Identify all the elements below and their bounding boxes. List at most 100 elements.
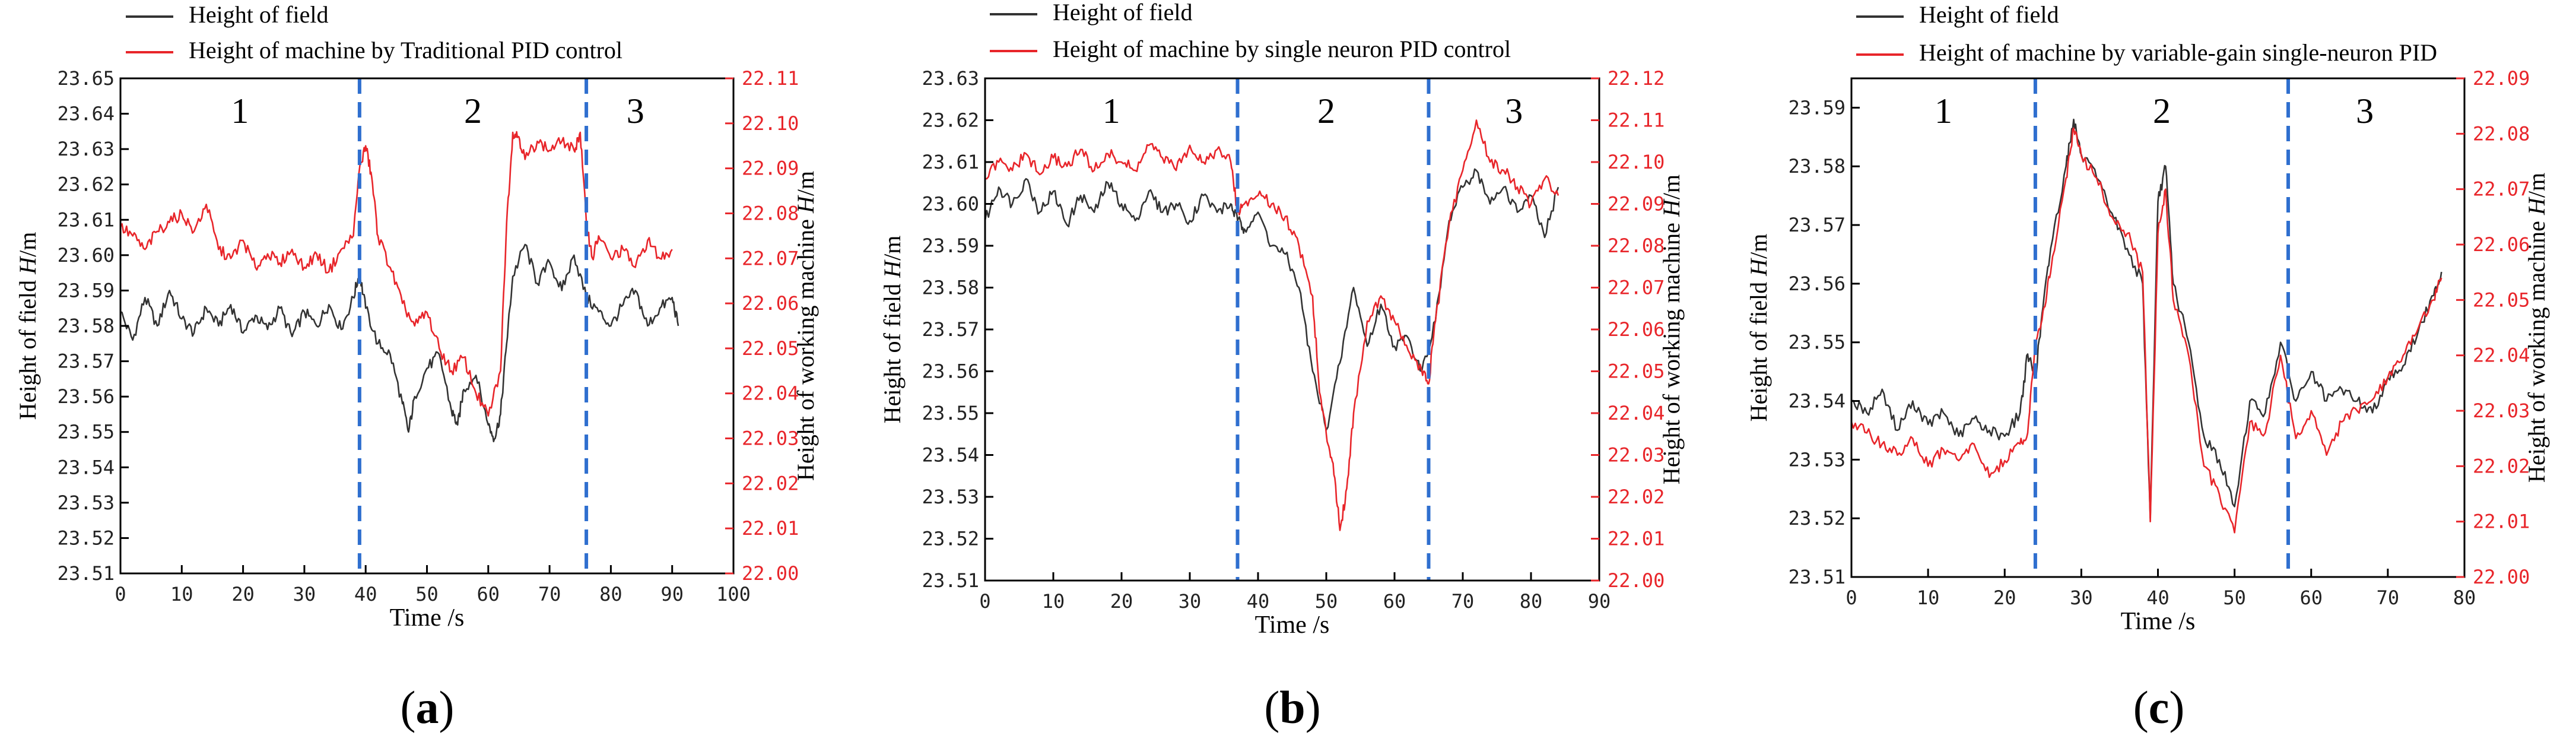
y-right-tick-label: 22.06: [1608, 318, 1665, 341]
y-right-tick-label: 22.02: [1608, 486, 1665, 508]
y-left-tick-label: 23.51: [58, 562, 115, 585]
legend-label-machine: Height of machine by variable-gain singl…: [1919, 39, 2437, 66]
y-right-tick-label: 22.09: [742, 157, 799, 180]
x-tick-label: 0: [115, 583, 126, 605]
y-left-axis-title: Height of field H/m: [14, 232, 41, 420]
y-left-axis-title-symbol: H: [14, 256, 41, 275]
y-right-tick-label: 22.11: [742, 67, 799, 90]
panel-caption-letter: c: [2149, 681, 2170, 733]
x-tick-label: 60: [1383, 590, 1406, 613]
x-tick-label: 100: [716, 583, 751, 605]
legend-label-field: Height of field: [1053, 0, 1193, 26]
y-left-tick-label: 23.52: [1789, 507, 1846, 529]
y-right-tick-label: 22.03: [1608, 444, 1665, 467]
x-tick-label: 70: [1451, 590, 1475, 613]
y-right-tick-label: 22.08: [742, 202, 799, 224]
y-left-tick-label: 23.55: [58, 421, 115, 443]
y-right-axis-title-text: Height of working machine: [792, 213, 819, 481]
y-right-axis-title-text: Height of working machine: [2523, 215, 2550, 483]
y-left-tick-label: 23.56: [1789, 272, 1846, 295]
y-right-axis-title-unit: /m: [792, 171, 819, 196]
y-right-tick-label: 22.00: [742, 562, 799, 585]
region-label-1: 1: [1103, 91, 1120, 131]
y-right-tick-label: 22.05: [2473, 288, 2530, 311]
x-tick-label: 0: [979, 590, 990, 613]
series-line-machine: [119, 131, 673, 417]
x-tick-label: 50: [415, 583, 439, 605]
y-left-tick-label: 23.61: [922, 151, 979, 173]
y-left-tick-label: 23.55: [1789, 331, 1846, 354]
y-left-tick-label: 23.53: [1789, 448, 1846, 471]
region-label-2: 2: [2153, 91, 2171, 131]
x-tick-label: 70: [2377, 586, 2400, 609]
y-right-axis-title-symbol: H: [2523, 196, 2550, 215]
y-right-tick-label: 22.10: [742, 112, 799, 135]
panel-caption: (b): [1264, 681, 1320, 733]
panel-caption-open: (: [401, 681, 416, 733]
x-tick-label: 50: [1315, 590, 1338, 613]
y-left-tick-label: 23.55: [922, 402, 979, 424]
region-label-3: 3: [627, 91, 644, 131]
y-left-tick-label: 23.59: [58, 279, 115, 302]
y-right-tick-label: 22.10: [1608, 151, 1665, 173]
y-right-tick-label: 22.01: [2473, 510, 2530, 533]
region-label-3: 3: [2356, 91, 2374, 131]
panel-caption-close: ): [2169, 681, 2184, 733]
y-right-tick-label: 22.05: [742, 337, 799, 360]
y-right-tick-label: 22.07: [742, 247, 799, 269]
panel-caption-close: ): [439, 681, 455, 733]
y-left-tick-label: 23.53: [58, 492, 115, 514]
y-right-axis-title-unit: /m: [2523, 173, 2550, 198]
region-label-3: 3: [1505, 91, 1523, 131]
y-right-axis-title-unit: /m: [1658, 175, 1685, 199]
y-right-tick-label: 22.03: [742, 427, 799, 450]
y-left-axis-title-unit: /m: [1745, 234, 1772, 259]
panel-caption-open: (: [1264, 681, 1279, 733]
x-tick-label: 40: [1247, 590, 1270, 613]
y-left-axis-title-text: Height of field: [1745, 276, 1772, 422]
chart-panel-1: 1 2 30 10 20 30 40 50 60 70 80 90 10023.5123.5223.53…: [14, 1, 819, 733]
y-left-tick-label: 23.52: [58, 527, 115, 549]
y-right-axis-title-symbol: H: [792, 195, 819, 214]
y-right-tick-label: 22.01: [742, 517, 799, 540]
y-left-tick-label: 23.58: [922, 277, 979, 299]
x-tick-label: 60: [477, 583, 500, 605]
y-left-tick-label: 23.65: [58, 67, 115, 90]
y-left-tick-label: 23.57: [58, 350, 115, 373]
x-tick-label: 20: [1993, 586, 2016, 609]
y-left-axis-title: Height of field H/m: [1745, 234, 1772, 422]
y-left-tick-label: 23.58: [58, 315, 115, 337]
y-right-tick-label: 22.08: [1608, 234, 1665, 257]
x-tick-label: 0: [1846, 586, 1857, 609]
x-tick-label: 80: [2453, 586, 2476, 609]
legend-label-field: Height of field: [1919, 1, 2059, 28]
y-right-tick-label: 22.06: [742, 292, 799, 315]
y-left-tick-label: 23.56: [58, 385, 115, 408]
region-label-1: 1: [231, 91, 249, 131]
y-right-tick-label: 22.02: [742, 472, 799, 494]
y-left-tick-label: 23.53: [922, 486, 979, 508]
y-left-tick-label: 23.59: [1789, 96, 1846, 119]
y-right-tick-label: 22.04: [1608, 402, 1665, 424]
x-tick-label: 20: [231, 583, 255, 605]
x-tick-label: 30: [293, 583, 316, 605]
legend-label-machine: Height of machine by single neuron PID c…: [1053, 36, 1511, 62]
y-right-tick-label: 22.00: [1608, 569, 1665, 592]
x-tick-label: 20: [1110, 590, 1133, 613]
x-tick-label: 10: [1042, 590, 1065, 613]
y-left-tick-label: 23.51: [922, 569, 979, 592]
y-left-axis-title-text: Height of field: [879, 278, 906, 424]
panel-caption-close: ): [1306, 681, 1321, 733]
panel-caption-letter: a: [416, 681, 439, 733]
x-axis-title: Time /s: [390, 604, 465, 632]
y-left-tick-label: 23.63: [922, 67, 979, 90]
plot-frame: [1850, 77, 2466, 578]
y-left-tick-label: 23.64: [58, 103, 115, 125]
x-tick-label: 10: [1917, 586, 1940, 609]
y-left-tick-label: 23.60: [58, 244, 115, 267]
y-left-tick-label: 23.61: [58, 208, 115, 231]
x-tick-label: 30: [1179, 590, 1202, 613]
y-right-tick-label: 22.04: [742, 382, 799, 405]
y-right-tick-label: 22.04: [2473, 344, 2530, 367]
y-left-axis-title-text: Height of field: [14, 274, 41, 420]
